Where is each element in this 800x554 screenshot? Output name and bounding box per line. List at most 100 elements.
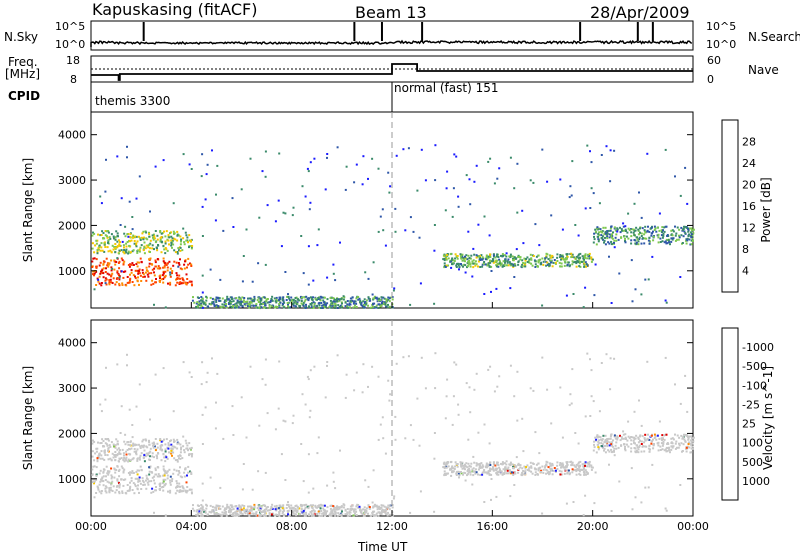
- velocity-point: [201, 506, 204, 509]
- velocity-point: [286, 510, 289, 512]
- velocity-point: [554, 469, 557, 472]
- velocity-point: [235, 514, 237, 517]
- velocity-point: [475, 471, 478, 474]
- velocity-point: [116, 453, 119, 456]
- power-point: [625, 230, 627, 232]
- power-point: [338, 298, 341, 301]
- velocity-point: [376, 508, 379, 511]
- power-point: [451, 257, 454, 260]
- velocity-point: [325, 512, 327, 514]
- power-point: [284, 212, 287, 215]
- velocity-point: [452, 470, 455, 473]
- velocity-point: [657, 441, 660, 444]
- power-point: [93, 288, 96, 291]
- velocity-point: [146, 478, 149, 481]
- velocity-point: [486, 466, 489, 469]
- power-point: [640, 293, 643, 296]
- velocity-point: [184, 468, 186, 471]
- velocity-point: [625, 438, 627, 440]
- power-point: [460, 263, 462, 265]
- power-point: [182, 153, 185, 156]
- power-point: [290, 296, 293, 299]
- power-point: [455, 263, 458, 266]
- velocity-point: [490, 468, 493, 471]
- velocity-point: [525, 466, 528, 468]
- velocity-point: [128, 452, 131, 455]
- velocity-point: [534, 471, 537, 474]
- velocity-point: [610, 443, 612, 446]
- power-point: [570, 252, 573, 255]
- power-point: [324, 305, 327, 308]
- power-point: [478, 255, 481, 258]
- colorbar-tick-label: 12: [742, 222, 756, 235]
- power-point: [139, 257, 142, 260]
- velocity-point: [95, 474, 98, 477]
- velocity-point: [464, 468, 466, 471]
- power-point: [172, 202, 175, 205]
- velocity-point: [614, 437, 617, 440]
- velocity-point: [455, 472, 458, 475]
- power-point: [121, 284, 124, 286]
- power-point: [611, 236, 613, 239]
- velocity-point: [241, 488, 244, 491]
- velocity-point: [93, 482, 95, 485]
- power-point: [199, 306, 202, 309]
- power-point: [130, 263, 133, 266]
- power-point: [554, 262, 557, 265]
- power-point: [483, 261, 486, 263]
- velocity-point: [513, 471, 516, 473]
- velocity-point: [153, 482, 156, 485]
- velocity-point: [209, 504, 212, 507]
- velocity-point: [236, 513, 239, 516]
- velocity-point: [217, 513, 220, 516]
- velocity-point: [529, 387, 532, 390]
- velocity-point: [628, 437, 631, 440]
- power-point: [362, 155, 365, 158]
- velocity-point: [137, 484, 139, 487]
- power-point: [108, 279, 111, 282]
- velocity-point: [445, 463, 447, 466]
- power-point: [116, 270, 119, 273]
- power-point: [130, 271, 133, 274]
- velocity-point: [136, 457, 139, 460]
- velocity-point: [144, 479, 147, 482]
- velocity-ylabel: Slant Range [km]: [21, 365, 35, 471]
- power-point: [163, 261, 166, 264]
- power-point: [176, 239, 179, 242]
- power-point: [198, 300, 201, 303]
- power-point: [563, 260, 566, 263]
- velocity-point: [651, 463, 654, 466]
- power-point: [256, 299, 259, 302]
- velocity-point: [395, 362, 398, 365]
- velocity-point: [625, 443, 628, 446]
- power-point: [101, 230, 104, 233]
- velocity-point: [125, 453, 128, 456]
- velocity-point: [640, 440, 643, 443]
- power-point: [424, 179, 427, 182]
- power-point: [136, 265, 139, 268]
- power-point: [472, 247, 475, 250]
- velocity-point: [608, 463, 610, 466]
- velocity-point: [128, 408, 131, 411]
- power-point: [160, 236, 163, 238]
- velocity-point: [487, 368, 490, 371]
- velocity-point: [609, 435, 612, 438]
- velocity-point: [138, 491, 140, 494]
- velocity-point: [107, 473, 110, 476]
- nave-tick-bottom: 0: [707, 73, 714, 86]
- velocity-point: [318, 512, 321, 515]
- power-point: [484, 263, 487, 266]
- power-point: [113, 268, 116, 271]
- velocity-point: [651, 440, 654, 443]
- power-point: [287, 306, 290, 309]
- velocity-point: [511, 463, 514, 466]
- power-point: [253, 295, 256, 298]
- velocity-point: [509, 495, 512, 498]
- power-point: [363, 306, 366, 309]
- power-point: [166, 262, 169, 265]
- velocity-point: [173, 457, 176, 460]
- power-point: [188, 163, 191, 166]
- velocity-point: [213, 511, 216, 514]
- power-point: [191, 245, 194, 247]
- velocity-point: [377, 375, 380, 378]
